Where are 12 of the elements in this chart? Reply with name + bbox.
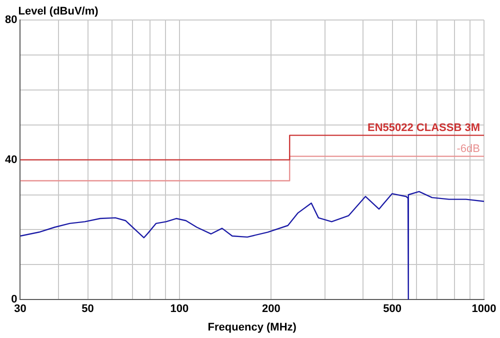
x-axis-title: Frequency (MHz): [208, 321, 297, 334]
x-tick-label: 500: [383, 303, 402, 316]
x-tick-label: 30: [14, 303, 26, 316]
y-tick-label: 40: [4, 154, 18, 166]
y-tick-label: 80: [4, 14, 18, 26]
series-label: EN55022 CLASSB 3M: [368, 122, 480, 134]
x-tick-label: 50: [82, 303, 94, 316]
x-tick-label: 200: [262, 303, 280, 316]
series-label: -6dB: [456, 142, 480, 155]
x-tick-label: 1000: [472, 303, 496, 316]
x-tick-label: 100: [170, 303, 189, 316]
y-axis-title: Level (dBuV/m): [18, 6, 99, 18]
